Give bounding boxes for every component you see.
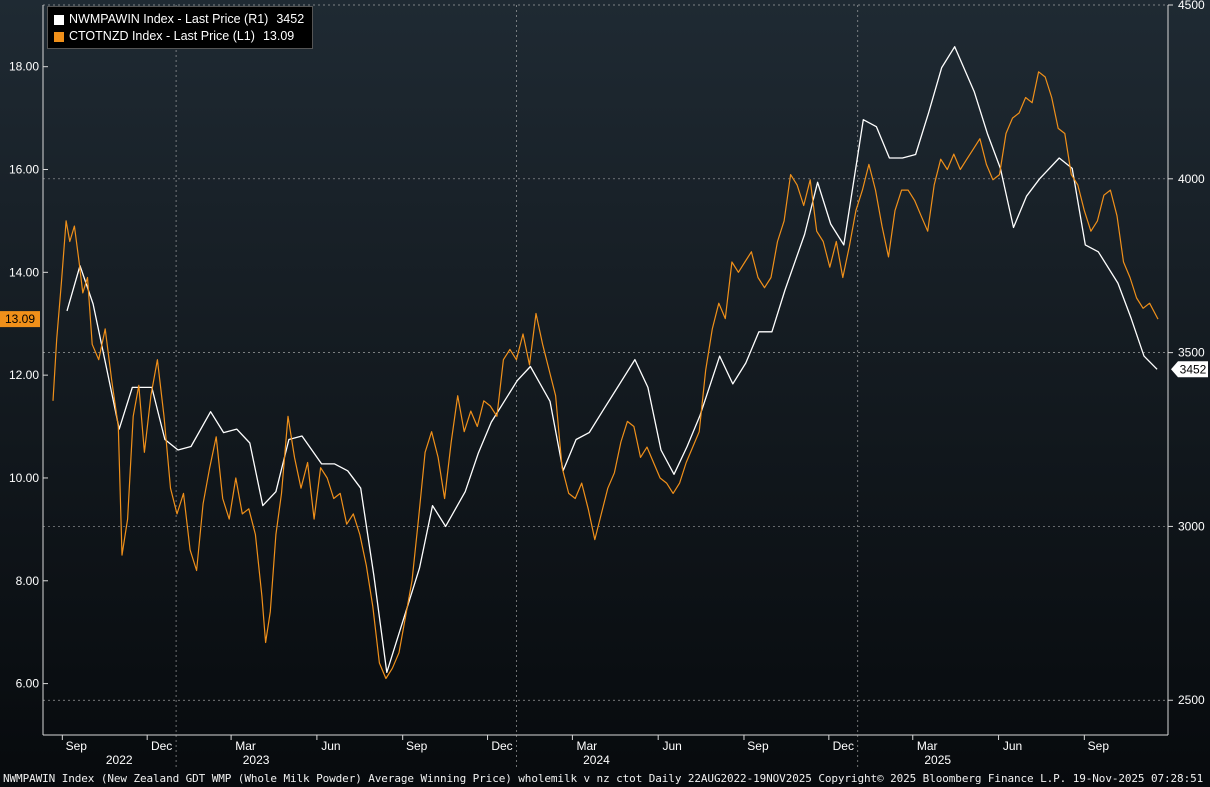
x-month-label: Jun xyxy=(321,739,340,753)
right-tick-label: 3500 xyxy=(1178,346,1205,360)
left-tick-label: 8.00 xyxy=(16,574,40,588)
left-tick-label: 16.00 xyxy=(9,163,39,177)
x-month-label: Jun xyxy=(1003,739,1022,753)
footer-caption: NWMPAWIN Index (New Zealand GDT WMP (Who… xyxy=(3,772,1204,785)
tick-labels: 6.00 8.00 10.00 12.00 14.00 16.00 18.00 2500 300… xyxy=(0,0,1208,767)
right-tick-label: 4500 xyxy=(1178,0,1205,12)
x-month-label: Sep xyxy=(406,739,428,753)
legend: NWMPAWIN Index - Last Price (R1) 3452 CT… xyxy=(47,6,314,49)
legend-value: 3452 xyxy=(276,12,305,26)
right-tick-label: 3000 xyxy=(1178,519,1205,533)
right-tick-label: 2500 xyxy=(1178,693,1205,707)
left-value-tag-text: 13.09 xyxy=(5,312,35,326)
legend-value: 13.09 xyxy=(262,29,295,43)
axes xyxy=(42,4,1173,740)
right-tick-label: 4000 xyxy=(1178,172,1205,186)
x-month-label: Dec xyxy=(151,739,172,753)
x-month-label: Sep xyxy=(747,739,769,753)
x-month-label: Sep xyxy=(66,739,88,753)
series-line-nwmpawin xyxy=(66,46,1158,674)
x-month-label: Dec xyxy=(491,739,512,753)
x-year-label: 2022 xyxy=(106,753,133,767)
right-value-tag xyxy=(1171,361,1208,378)
x-year-label: 2023 xyxy=(243,753,270,767)
series-line-ctotnzd xyxy=(52,71,1159,680)
legend-swatch-white xyxy=(54,14,64,25)
series-layer xyxy=(52,46,1159,680)
left-tick-label: 14.00 xyxy=(9,265,39,279)
gridlines xyxy=(43,4,1168,767)
x-month-label: Mar xyxy=(917,739,938,753)
legend-item-nwmpawin: NWMPAWIN Index - Last Price (R1) 3452 xyxy=(54,11,304,28)
left-tick-label: 12.00 xyxy=(9,368,39,382)
right-value-tag-text: 3452 xyxy=(1180,362,1207,376)
legend-item-ctotnzd: CTOTNZD Index - Last Price (L1) 13.09 xyxy=(54,28,304,45)
legend-label: CTOTNZD Index - Last Price (L1) xyxy=(69,29,255,43)
legend-swatch-orange xyxy=(54,31,64,42)
x-month-label: Sep xyxy=(1088,739,1110,753)
left-tick-label: 18.00 xyxy=(9,60,39,74)
x-year-label: 2025 xyxy=(924,753,951,767)
left-tick-label: 6.00 xyxy=(16,677,40,691)
x-month-label: Mar xyxy=(577,739,598,753)
left-value-tag xyxy=(0,311,40,328)
x-month-label: Mar xyxy=(235,739,256,753)
x-month-label: Dec xyxy=(833,739,854,753)
x-year-label: 2024 xyxy=(583,753,610,767)
x-month-label: Jun xyxy=(662,739,681,753)
left-tick-label: 10.00 xyxy=(9,471,39,485)
legend-label: NWMPAWIN Index - Last Price (R1) xyxy=(69,12,269,26)
